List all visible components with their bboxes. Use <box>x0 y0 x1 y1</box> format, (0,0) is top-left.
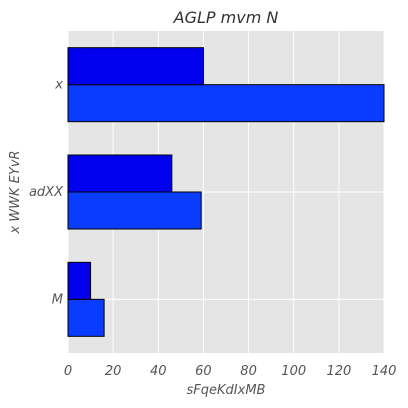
x-tick-label: 80 <box>240 364 257 379</box>
bar-M-series-2 <box>67 261 92 300</box>
bar-adXX-series-1 <box>67 191 202 230</box>
y-axis-label: x WWK EYvR <box>8 150 23 234</box>
x-tick-label: 60 <box>195 364 212 379</box>
x-tick-labels: 0 20 40 60 80 100 120 140 <box>64 364 397 379</box>
y-tick-label: adXX <box>29 185 64 200</box>
bar-x-series-2 <box>67 47 204 86</box>
x-tick-label: 20 <box>105 364 122 379</box>
x-tick-label: 120 <box>326 364 351 379</box>
chart-title: AGLP mvm N <box>173 8 279 27</box>
y-tick-label: M <box>52 292 63 307</box>
x-tick-label: 0 <box>64 364 72 379</box>
x-axis-label: sFqeKdIxMB <box>187 383 266 398</box>
bar-M-series-1 <box>67 298 105 337</box>
bars <box>67 47 385 337</box>
bar-x-series-1 <box>67 84 385 123</box>
x-tick-label: 40 <box>150 364 167 379</box>
bar-adXX-series-2 <box>67 154 173 193</box>
x-tick-label: 140 <box>372 364 397 379</box>
y-tick-label: x <box>54 78 63 93</box>
x-tick-label: 100 <box>281 364 306 379</box>
